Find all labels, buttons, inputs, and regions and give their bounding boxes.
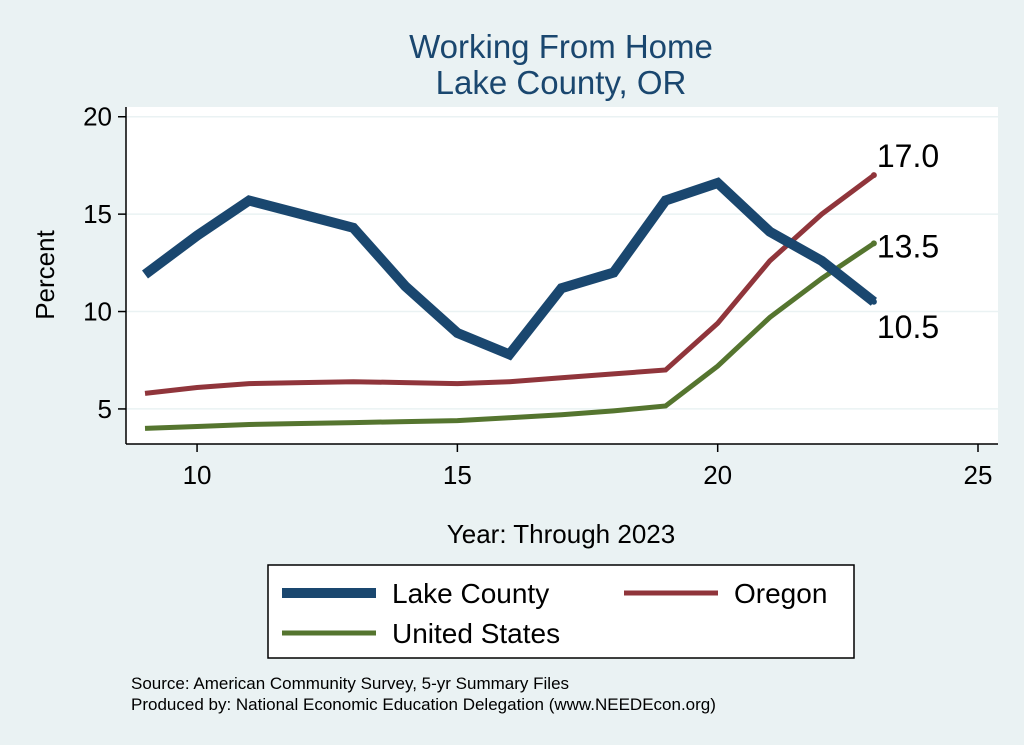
series-end-point <box>870 240 877 247</box>
gridlines <box>126 115 998 410</box>
x-axis-title: Year: Through 2023 <box>447 519 675 549</box>
x-tick-label: 15 <box>443 460 472 490</box>
plot-area <box>126 107 998 444</box>
y-tick-label: 10 <box>83 297 112 327</box>
series-end-point <box>870 298 877 305</box>
y-tick-label: 5 <box>98 394 112 424</box>
legend-label: Oregon <box>734 578 827 609</box>
end-label-united-states: 13.5 <box>877 228 939 264</box>
end-labels: 10.5 17.0 13.5 <box>877 138 939 345</box>
y-tick-label: 20 <box>83 102 112 132</box>
series-end-point <box>870 172 877 179</box>
series-line-united-states <box>144 241 876 431</box>
end-label-lake-county: 10.5 <box>877 309 939 345</box>
title-line-1: Working From Home <box>409 28 713 65</box>
source-line-1: Source: American Community Survey, 5-yr … <box>131 674 569 693</box>
series-line-lake-county <box>142 177 877 361</box>
source-line-2: Produced by: National Economic Education… <box>131 695 716 714</box>
axes: 5 10 15 20 10 15 20 25 <box>83 102 998 490</box>
series-line-oregon <box>144 173 876 396</box>
source-note: Source: American Community Survey, 5-yr … <box>131 674 716 714</box>
y-axis-title: Percent <box>30 229 60 319</box>
chart-title: Working From Home Lake County, OR <box>409 28 713 101</box>
title-line-2: Lake County, OR <box>436 64 687 101</box>
legend-label: United States <box>392 618 560 649</box>
end-label-oregon: 17.0 <box>877 138 939 174</box>
series-lines <box>142 172 877 431</box>
legend-box <box>267 564 855 659</box>
x-tick-label: 20 <box>703 460 732 490</box>
legend-label: Lake County <box>392 578 549 609</box>
y-tick-label: 15 <box>83 199 112 229</box>
x-tick-label: 25 <box>964 460 993 490</box>
x-tick-label: 10 <box>183 460 212 490</box>
legend: Lake County Oregon United States <box>267 564 855 659</box>
